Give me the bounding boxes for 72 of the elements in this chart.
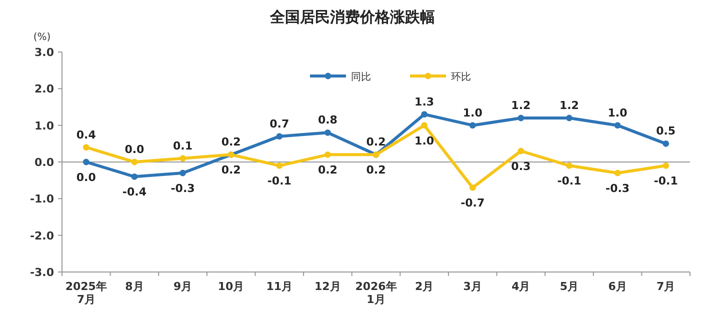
data-label: 1.2 [559, 99, 579, 112]
point [421, 111, 428, 118]
point [324, 129, 331, 136]
point [614, 122, 621, 129]
data-label: 0.0 [124, 143, 145, 156]
data-label: -0.7 [460, 196, 485, 210]
point [518, 114, 524, 122]
x-tick-label: 2025年 7月 [65, 280, 107, 306]
data-label: -0.1 [267, 174, 292, 188]
point [276, 133, 283, 140]
y-axis-title: (%) [33, 32, 51, 43]
data-label: 1.3 [414, 95, 434, 108]
point [131, 158, 138, 166]
data-label: 0.2 [221, 164, 241, 177]
point [662, 140, 670, 147]
y-tick-label: 1.0 [34, 119, 54, 132]
point [180, 155, 186, 162]
point [82, 158, 90, 166]
point [662, 162, 670, 169]
x-tick-label: 7月 [656, 280, 676, 293]
x-tick-label: 2月 [414, 280, 434, 293]
data-label: 0.0 [76, 171, 96, 184]
data-label: -0.1 [654, 174, 678, 188]
point [469, 184, 476, 191]
y-tick-label: 3.0 [34, 46, 54, 59]
y-tick-label: 2.0 [34, 82, 54, 96]
data-label: -0.4 [122, 186, 147, 199]
x-tick-label: 9月 [173, 280, 192, 293]
data-label: -0.3 [606, 182, 630, 195]
data-label: 1.2 [511, 99, 531, 112]
x-tick-label: 3月 [463, 280, 482, 293]
data-label: 0.4 [76, 128, 96, 142]
point [566, 114, 572, 122]
data-label: 1.0 [608, 106, 628, 120]
point [131, 173, 138, 180]
point [614, 170, 621, 176]
data-label: 0.2 [221, 136, 241, 149]
x-tick-label: 2026年 1月 [355, 280, 397, 306]
point [566, 162, 572, 169]
x-tick-label: 11月 [266, 280, 293, 293]
y-tick-label: -1.0 [30, 192, 54, 206]
data-label: 1.0 [462, 106, 483, 120]
data-label: 0.7 [270, 117, 290, 130]
data-label: -0.1 [557, 174, 582, 188]
x-tick-label: 12月 [314, 280, 341, 293]
data-label: 0.5 [656, 124, 676, 138]
data-label: 0.2 [366, 164, 386, 177]
data-label: 0.2 [318, 164, 338, 177]
data-label: 0.1 [173, 139, 193, 152]
x-tick-label: 6月 [608, 280, 627, 293]
legend-label: 环比 [451, 71, 471, 83]
data-label: 1.0 [414, 134, 434, 148]
data-label: -0.3 [170, 182, 195, 195]
point [324, 151, 331, 158]
legend-label: 同比 [351, 71, 371, 83]
point [421, 122, 428, 129]
point [180, 170, 186, 176]
data-label: 0.2 [366, 136, 386, 149]
point [82, 144, 90, 151]
x-tick-label: 4月 [512, 280, 530, 293]
point [276, 162, 283, 169]
point [518, 148, 524, 154]
chart-title: 全国居民消费价格涨跌幅 [269, 8, 435, 26]
y-tick-label: -2.0 [30, 229, 54, 242]
x-tick-label: 8月 [125, 280, 144, 293]
point [469, 122, 476, 129]
data-label: 0.8 [318, 114, 338, 127]
y-tick-label: 0.0 [34, 156, 54, 169]
x-tick-label: 10月 [218, 280, 244, 293]
x-tick-label: 5月 [560, 280, 579, 293]
y-tick-label: -3.0 [30, 266, 54, 279]
data-label: 0.3 [511, 160, 531, 173]
